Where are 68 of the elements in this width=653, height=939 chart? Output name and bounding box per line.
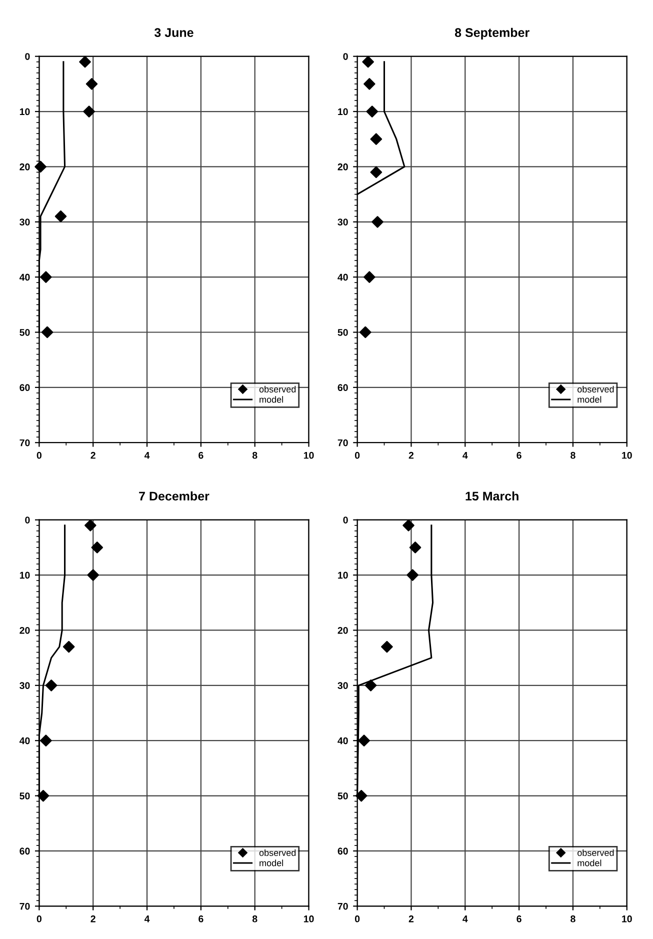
y-tick-label: 20	[20, 626, 30, 634]
legend-label: model	[578, 396, 602, 403]
y-tick-label: 60	[338, 848, 348, 855]
x-tick-label: 0	[354, 452, 360, 459]
x-tick-label: 0	[354, 915, 360, 922]
x-tick-label: 6	[198, 915, 204, 922]
y-tick-label: 70	[20, 902, 30, 910]
chart-title: 7 December	[139, 491, 210, 501]
y-tick-label: 10	[20, 572, 30, 579]
x-tick-label: 8	[252, 452, 258, 459]
x-tick-label: 8	[570, 915, 576, 922]
y-tick-label: 60	[20, 384, 30, 392]
legend-label: observed	[578, 849, 614, 856]
y-tick-label: 60	[338, 384, 348, 392]
y-tick-label: 0	[343, 53, 348, 60]
y-tick-label: 20	[338, 626, 348, 634]
x-tick-label: 2	[408, 915, 414, 922]
x-tick-label: 8	[252, 915, 258, 922]
y-tick-label: 70	[338, 439, 348, 446]
x-tick-label: 6	[198, 452, 204, 459]
chart-title: 15 March	[466, 491, 518, 501]
y-tick-label: 40	[19, 274, 30, 281]
y-tick-label: 30	[20, 682, 30, 690]
y-tick-label: 40	[338, 274, 348, 281]
y-tick-label: 70	[338, 902, 348, 910]
x-tick-label: 10	[304, 915, 314, 922]
y-tick-label: 0	[343, 516, 348, 524]
x-tick-label: 10	[304, 452, 314, 459]
x-tick-label: 4	[462, 916, 468, 922]
y-tick-label: 40	[19, 737, 30, 744]
chart-title: 8 September	[454, 28, 530, 40]
y-tick-label: 50	[338, 328, 348, 336]
chart-title: 3 June	[154, 28, 194, 38]
y-tick-label: 30	[20, 218, 30, 226]
y-tick-label: 10	[338, 108, 348, 116]
y-tick-label: 0	[25, 516, 30, 524]
legend-label: model	[260, 396, 284, 403]
y-tick-label: 50	[20, 328, 30, 336]
x-tick-label: 0	[36, 915, 42, 922]
legend-label: model	[578, 860, 602, 866]
y-tick-label: 20	[20, 163, 30, 170]
x-tick-label: 4	[144, 452, 150, 459]
y-tick-label: 60	[20, 848, 30, 855]
y-tick-label: 20	[338, 163, 348, 170]
x-tick-label: 2	[408, 452, 414, 459]
x-tick-label: 0	[36, 452, 42, 459]
x-tick-label: 10	[622, 915, 632, 922]
legend-label: model	[260, 860, 284, 866]
x-tick-label: 10	[622, 452, 632, 459]
legend-label: observed	[259, 849, 296, 856]
x-tick-label: 4	[144, 916, 150, 922]
y-tick-label: 0	[25, 53, 30, 60]
y-tick-label: 40	[338, 737, 348, 744]
y-tick-label: 70	[20, 439, 30, 446]
x-tick-label: 8	[570, 452, 576, 459]
x-tick-label: 6	[516, 915, 522, 922]
x-tick-label: 2	[90, 452, 96, 459]
legend-label: observed	[259, 386, 296, 392]
y-tick-label: 30	[338, 682, 348, 690]
legend-label: observed	[578, 386, 614, 392]
y-tick-label: 50	[338, 792, 348, 800]
y-tick-label: 10	[20, 108, 30, 116]
y-tick-label: 50	[20, 792, 30, 800]
y-tick-label: 30	[338, 218, 348, 226]
x-tick-label: 2	[90, 915, 96, 922]
y-tick-label: 10	[338, 572, 348, 579]
x-tick-label: 4	[462, 452, 468, 459]
x-tick-label: 6	[516, 452, 522, 459]
